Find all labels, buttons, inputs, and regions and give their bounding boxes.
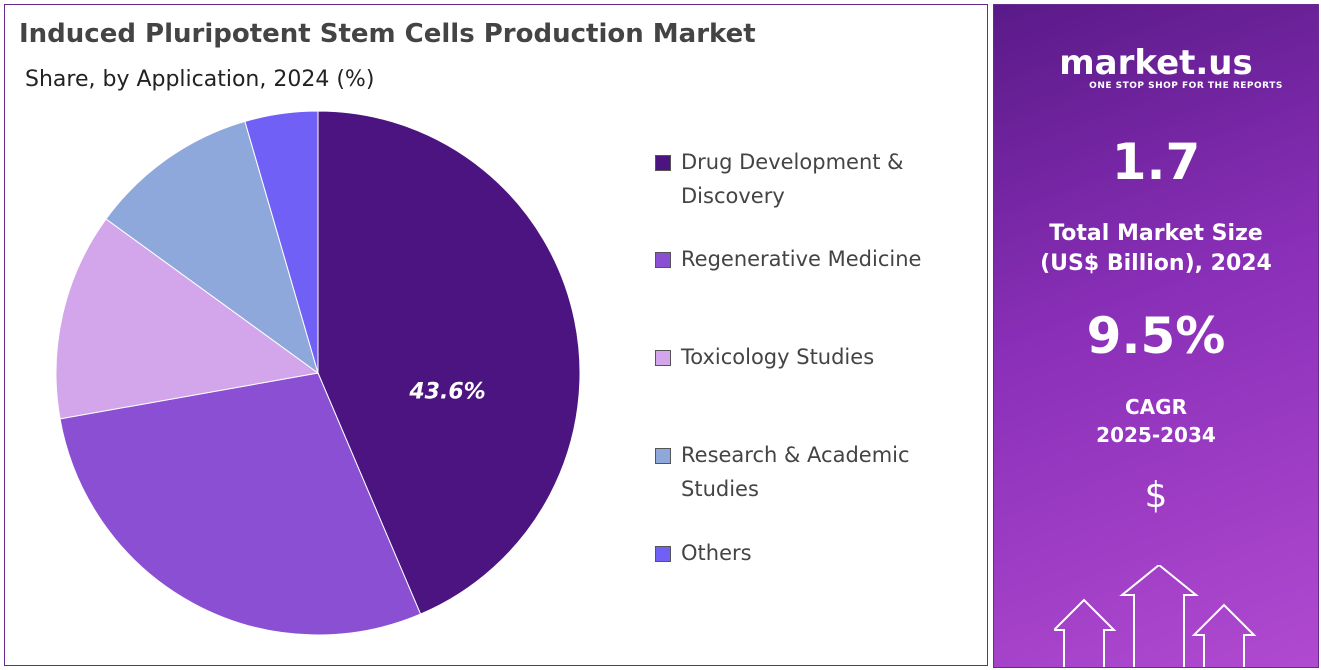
legend-swatch	[655, 252, 671, 268]
arrows-decoration	[1054, 565, 1257, 667]
legend-swatch	[655, 350, 671, 366]
legend-label: Drug Development & Discovery	[681, 150, 904, 208]
cagr-label: CAGR 2025-2034	[1096, 395, 1216, 447]
cagr: 9.5%	[1086, 307, 1226, 365]
legend-item: Toxicology Studies	[655, 340, 945, 374]
brand: market.us	[1059, 43, 1253, 83]
legend-label: Regenerative Medicine	[681, 247, 922, 271]
chart-area: Induced Pluripotent Stem Cells Productio…	[4, 4, 988, 666]
market-size-label: Total Market Size (US$ Billion), 2024	[1040, 221, 1272, 276]
legend-item: Regenerative Medicine	[655, 242, 945, 276]
currency-icon: $	[1144, 475, 1168, 516]
pie-slice	[244, 110, 319, 374]
pie-slice	[105, 120, 319, 375]
legend-swatch	[655, 546, 671, 562]
chart-subtitle: Share, by Application, 2024 (%)	[25, 67, 375, 92]
legend-label: Toxicology Studies	[681, 345, 875, 369]
chart-title: Induced Pluripotent Stem Cells Productio…	[19, 19, 756, 49]
legend-label: Research & Academic Studies	[681, 443, 910, 501]
legend-swatch	[655, 448, 671, 464]
legend-item: Others	[655, 536, 945, 570]
pie-slice	[55, 218, 320, 420]
pie-slice	[59, 372, 422, 636]
tagline: ONE STOP SHOP FOR THE REPORTS	[1089, 81, 1283, 91]
legend-swatch	[655, 155, 671, 171]
market-size: 1.7	[1111, 133, 1201, 191]
pie-slice	[317, 110, 581, 615]
info-panel: market.us ONE STOP SHOP FOR THE REPORTS …	[993, 4, 1319, 668]
data-label: 43.6%	[408, 379, 485, 404]
legend-item: Drug Development & Discovery	[655, 145, 945, 213]
legend-label: Others	[681, 541, 752, 565]
legend-item: Research & Academic Studies	[655, 438, 945, 506]
pie-chart: 43.6%	[55, 110, 581, 636]
